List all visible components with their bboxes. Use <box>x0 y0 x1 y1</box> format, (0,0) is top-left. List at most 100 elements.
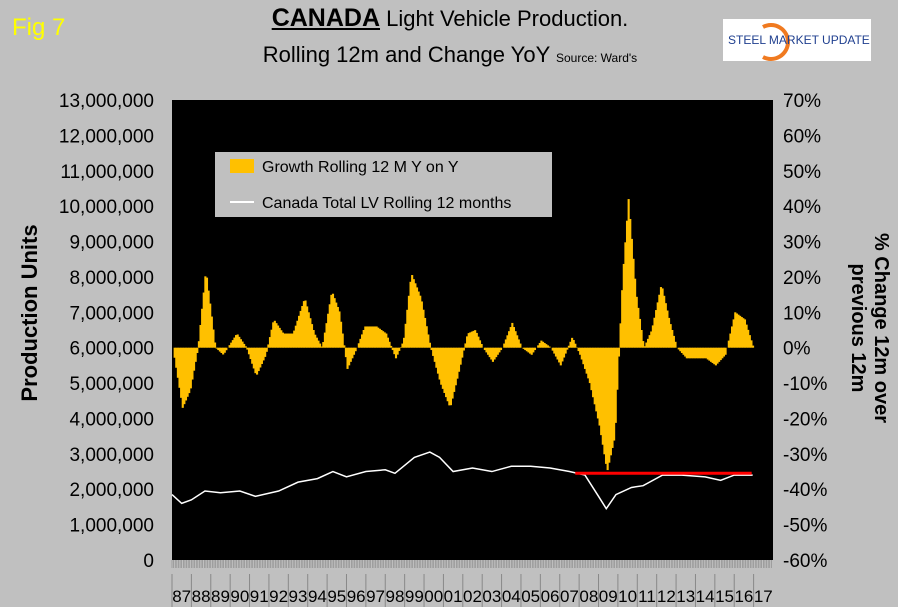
y2-tick-label: 0% <box>783 339 811 360</box>
growth-bar <box>540 340 543 348</box>
growth-bar <box>533 347 537 351</box>
growth-bar <box>462 347 465 351</box>
growth-bar <box>585 347 588 374</box>
growth-bar <box>233 337 236 348</box>
growth-bar <box>562 347 566 358</box>
growth-bar <box>737 314 740 348</box>
growth-bar <box>448 347 451 406</box>
x-tick-label: 13 <box>676 587 695 606</box>
growth-bar <box>488 347 491 358</box>
growth-bar <box>327 313 330 348</box>
growth-bar <box>283 333 286 348</box>
growth-bar <box>417 291 420 348</box>
growth-bar <box>256 347 259 375</box>
growth-bar <box>600 347 603 436</box>
growth-bar <box>616 347 619 390</box>
growth-bar <box>254 347 257 374</box>
growth-bar <box>598 347 601 426</box>
growth-bar <box>603 347 606 455</box>
growth-bar <box>516 335 519 348</box>
legend-lv: Canada Total LV Rolling 12 months <box>262 195 511 212</box>
growth-bar <box>548 346 551 348</box>
x-tick-label: 06 <box>541 587 560 606</box>
growth-bar <box>299 310 302 348</box>
y-tick-label: 0 <box>143 551 154 572</box>
growth-bar <box>734 312 737 348</box>
growth-bar <box>265 347 268 352</box>
growth-bar <box>443 347 446 393</box>
logo-arc <box>762 23 790 61</box>
growth-bar <box>181 347 184 408</box>
growth-bar <box>430 347 433 351</box>
subtitle-text: Rolling 12m and Change YoY <box>262 42 550 67</box>
growth-bar <box>664 303 667 348</box>
growth-bar <box>499 347 503 351</box>
y2-tick-label: -10% <box>783 374 827 395</box>
y-tick-label: 3,000,000 <box>69 445 154 466</box>
lv-rolling-line <box>171 451 753 511</box>
growth-bar <box>441 347 444 389</box>
growth-bar <box>592 347 595 398</box>
growth-bar <box>454 347 457 386</box>
growth-bar <box>403 337 406 348</box>
x-tick-label: 15 <box>715 587 734 606</box>
x-tick-label: 89 <box>211 587 230 606</box>
growth-bar <box>638 318 642 348</box>
growth-bar <box>367 326 370 348</box>
growth-bar <box>280 330 283 348</box>
growth-bar <box>438 347 441 380</box>
y2-tick-label: 20% <box>783 268 821 289</box>
growth-bar <box>701 347 705 359</box>
growth-bar <box>553 347 556 354</box>
growth-bar <box>210 316 213 348</box>
growth-bar <box>695 347 698 359</box>
growth-bar <box>385 333 388 348</box>
growth-bar <box>212 329 215 348</box>
growth-bar <box>611 347 614 448</box>
y2-tick-label: 40% <box>783 197 821 218</box>
growth-bar <box>398 347 401 351</box>
growth-bar <box>449 347 452 406</box>
growth-bar <box>750 340 753 348</box>
growth-bar <box>409 281 412 348</box>
legend: Growth Rolling 12 M Y on Y Canada Total … <box>215 152 552 217</box>
growth-bar <box>583 347 587 369</box>
growth-bar <box>346 347 349 369</box>
growth-bar <box>546 345 549 348</box>
growth-bar <box>674 341 677 348</box>
growth-bar <box>294 325 297 348</box>
growth-bar <box>601 347 604 445</box>
growth-bar <box>189 347 192 389</box>
growth-bar <box>554 347 558 357</box>
growth-bar <box>301 306 304 348</box>
title-rest: Light Vehicle Production. <box>380 6 629 31</box>
growth-bar <box>625 220 629 348</box>
growth-bar <box>199 324 202 348</box>
growth-bar <box>519 343 522 348</box>
growth-bar <box>614 347 617 423</box>
y-tick-label: 2,000,000 <box>69 480 154 501</box>
growth-bar <box>524 347 527 351</box>
growth-bar <box>323 332 326 348</box>
title-country: CANADA <box>271 4 381 32</box>
growth-bar <box>690 347 693 359</box>
growth-bar <box>727 340 730 348</box>
source-note: Source: Ward's <box>555 51 638 65</box>
growth-bar <box>175 347 178 368</box>
growth-bar <box>685 347 688 359</box>
growth-bar <box>383 332 386 348</box>
growth-bar <box>483 347 486 351</box>
x-tick-label: 03 <box>482 587 501 606</box>
growth-bar <box>461 347 464 358</box>
y2-tick-label: -20% <box>783 409 827 430</box>
growth-bar <box>634 278 637 348</box>
growth-bar <box>382 331 385 348</box>
growth-bar <box>335 302 338 348</box>
growth-bar <box>692 347 695 359</box>
growth-bar <box>729 333 732 348</box>
x-tick-label: 00 <box>424 587 443 606</box>
growth-bar <box>538 342 541 348</box>
growth-bar <box>270 329 273 348</box>
growth-bar <box>183 347 186 405</box>
x-tick-label: 05 <box>521 587 540 606</box>
